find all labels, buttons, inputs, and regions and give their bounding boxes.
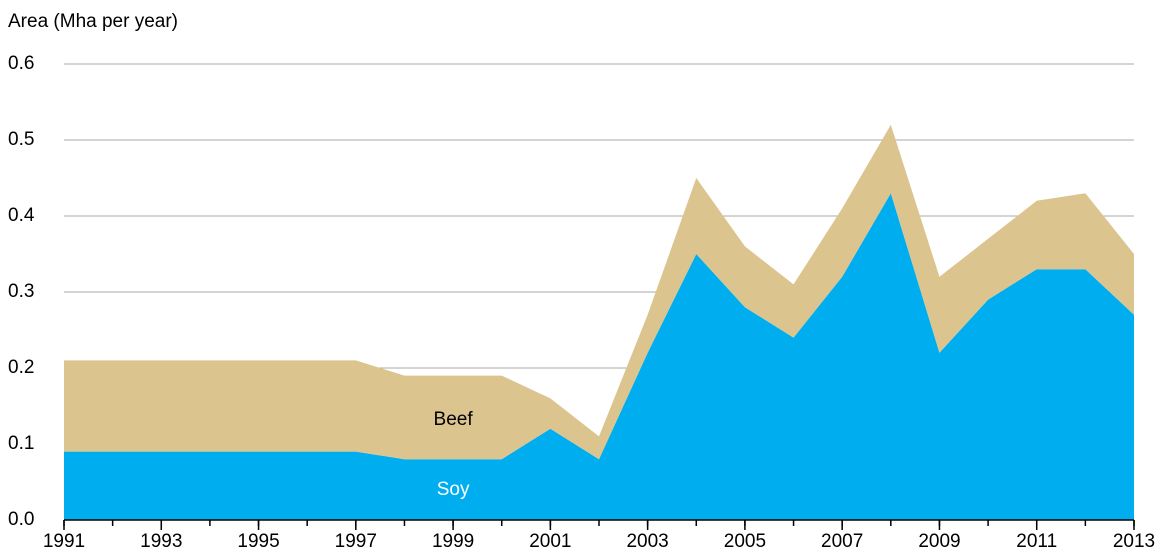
x-tick-label: 1993 — [140, 531, 182, 552]
y-tick-label: 0.4 — [8, 205, 35, 226]
y-tick-label: 0.5 — [8, 129, 34, 150]
x-tick-label: 2003 — [626, 531, 668, 552]
series-label: Beef — [434, 409, 474, 430]
y-axis-title: Area (Mha per year) — [8, 11, 178, 32]
x-tick-label: 2013 — [1113, 531, 1155, 552]
x-tick-label: 2007 — [821, 531, 863, 552]
y-tick-label: 0.2 — [8, 357, 34, 378]
x-tick-label: 1997 — [335, 531, 377, 552]
x-tick-label: 2001 — [529, 531, 571, 552]
series-label: Soy — [437, 479, 470, 500]
x-tick-label: 2011 — [1016, 531, 1057, 552]
area — [64, 124, 1134, 460]
y-tick-label: 0.6 — [8, 53, 34, 74]
area — [64, 193, 1134, 520]
y-tick-label: 0.3 — [8, 281, 34, 302]
x-tick-label: 1995 — [237, 531, 279, 552]
x-tick-label: 2005 — [724, 531, 766, 552]
x-tick-label: 1999 — [432, 531, 474, 552]
x-tick-label: 2009 — [918, 531, 960, 552]
x-tick-label: 1991 — [43, 531, 85, 552]
y-tick-label: 0.1 — [8, 433, 34, 454]
y-tick-label: 0.0 — [8, 509, 34, 530]
